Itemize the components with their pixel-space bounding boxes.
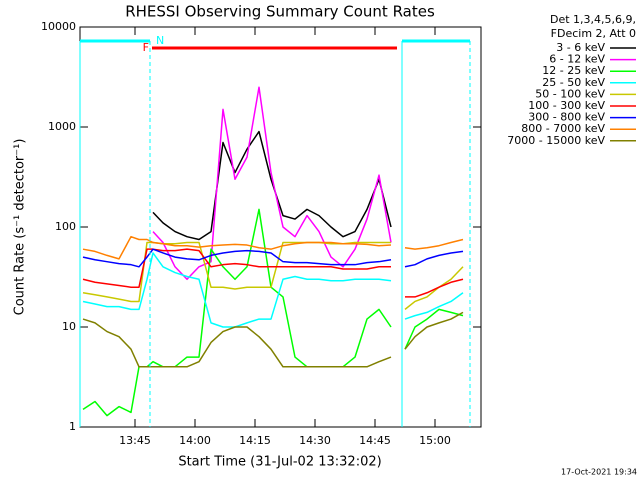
- legend-title: Det 1,3,4,5,6,9,: [550, 13, 636, 26]
- legend-label: 6 - 12 keV: [549, 53, 605, 66]
- series-line: [82, 248, 464, 268]
- series-line: [152, 130, 392, 241]
- y-tick-label: 1: [69, 420, 76, 433]
- legend-label: 12 - 25 keV: [542, 64, 605, 77]
- x-tick-label: 15:00: [419, 434, 451, 447]
- x-tick-label: 14:45: [359, 434, 391, 447]
- status-label: N: [156, 34, 164, 47]
- y-tick-label: 10000: [41, 20, 76, 33]
- legend-label: 300 - 800 keV: [528, 111, 605, 124]
- x-tick-label: 14:00: [179, 434, 211, 447]
- legend-label: 25 - 50 keV: [542, 76, 605, 89]
- y-tick-label: 100: [55, 220, 76, 233]
- x-tick-label: 14:15: [239, 434, 271, 447]
- series-line: [82, 248, 464, 298]
- legend-label: 50 - 100 keV: [535, 87, 605, 100]
- series-line: [82, 311, 464, 368]
- series-line: [82, 252, 464, 328]
- status-label: F: [143, 41, 149, 54]
- plot-area: [82, 86, 464, 417]
- y-axis-label: Count Rate (s⁻¹ detector⁻¹): [13, 139, 28, 316]
- x-tick-label: 14:30: [299, 434, 331, 447]
- legend-title: FDecim 2, Att 0: [551, 27, 636, 40]
- series-line: [82, 235, 464, 260]
- y-tick-label: 1000: [48, 120, 76, 133]
- footer: 17-Oct-2021 19:34: [561, 468, 637, 477]
- series-line: [152, 86, 392, 281]
- legend-label: 7000 - 15000 keV: [507, 134, 605, 147]
- legend-label: 800 - 7000 keV: [521, 122, 605, 135]
- legend-label: 100 - 300 keV: [528, 99, 605, 112]
- y-tick-label: 10: [62, 320, 76, 333]
- chart-title: RHESSI Observing Summary Count Rates: [125, 3, 435, 21]
- x-axis-label: Start Time (31-Jul-02 13:32:02): [178, 455, 381, 470]
- x-tick-label: 13:45: [119, 434, 151, 447]
- legend-label: 3 - 6 keV: [556, 41, 605, 54]
